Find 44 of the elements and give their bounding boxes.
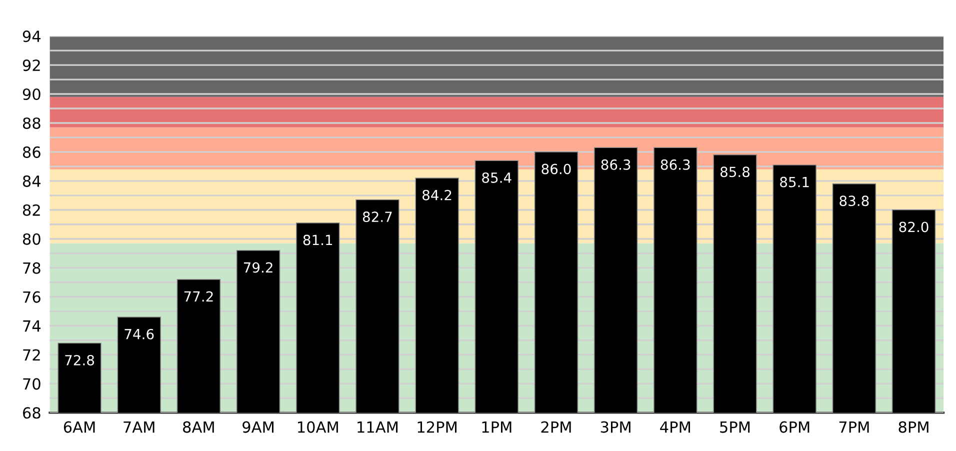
data-label: 79.2 — [244, 262, 272, 273]
data-label: 82.0 — [899, 222, 928, 232]
x-tick-label: 7PM — [839, 421, 869, 433]
x-tick-label: 6PM — [780, 421, 810, 433]
y-tick-label: 80 — [22, 233, 40, 245]
y-tick-label: 92 — [22, 60, 40, 72]
y-tick-label: 94 — [22, 30, 41, 42]
data-label: 84.2 — [422, 190, 452, 200]
y-tick-label: 86 — [22, 146, 40, 158]
data-label: 85.1 — [780, 176, 809, 188]
y-tick-label: 90 — [22, 88, 40, 100]
x-tick-label: 6AM — [64, 421, 95, 433]
data-label: 85.4 — [482, 172, 512, 183]
y-tick-label: 70 — [23, 378, 40, 390]
x-tick-label: 3PM — [600, 421, 630, 433]
data-label: 85.8 — [720, 166, 750, 178]
y-tick-label: 82 — [22, 204, 40, 216]
y-tick-label: 74 — [23, 320, 41, 332]
x-tick-label: 10AM — [298, 421, 338, 433]
x-tick-label: 4PM — [660, 421, 690, 433]
data-label: 82.7 — [362, 212, 392, 222]
y-tick-label: 72 — [23, 349, 40, 361]
x-tick-label: 7AM — [124, 421, 154, 433]
y-tick-label: 68 — [23, 407, 40, 419]
x-tick-label: 5PM — [720, 421, 750, 433]
y-tick-label: 88 — [22, 117, 40, 130]
data-label: 86.0 — [542, 164, 571, 174]
data-label: 86.3 — [601, 159, 630, 170]
x-tick-label: 1PM — [482, 421, 512, 433]
data-label: 74.6 — [124, 328, 154, 340]
x-tick-label: 11AM — [358, 421, 398, 433]
data-label: 77.2 — [184, 291, 213, 302]
x-tick-label: 2PM — [541, 421, 571, 433]
y-tick-label: 84 — [22, 175, 41, 187]
y-tick-label: 76 — [23, 291, 40, 303]
data-label: 83.8 — [840, 196, 869, 206]
x-tick-label: 8AM — [183, 421, 214, 433]
x-tick-label: 12PM — [418, 421, 456, 433]
data-label: 72.8 — [65, 354, 94, 366]
data-label: 86.3 — [660, 159, 690, 170]
x-tick-label: 9AM — [242, 421, 274, 433]
x-tick-label: 8PM — [898, 421, 928, 433]
data-label: 81.1 — [303, 234, 332, 246]
y-tick-label: 78 — [23, 262, 40, 274]
